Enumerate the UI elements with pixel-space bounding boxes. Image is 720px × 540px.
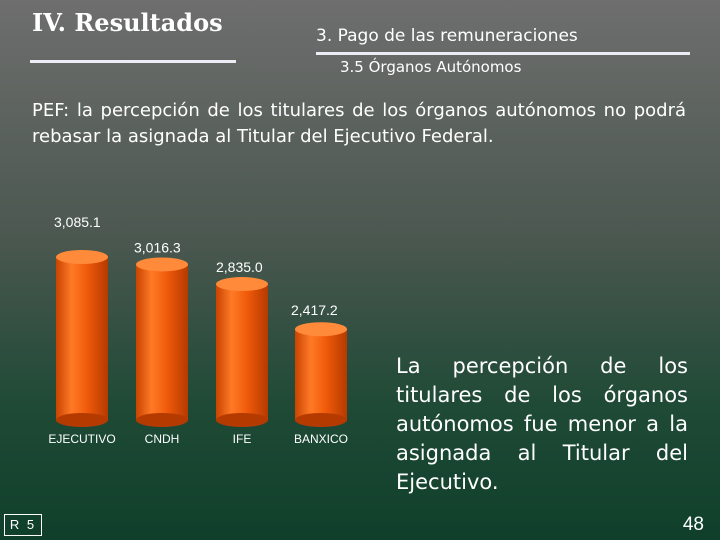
slide-title: IV. Resultados (32, 8, 223, 37)
bar-ejecutivo (56, 257, 108, 420)
section-subtitle: 3. Pago de las remuneraciones (316, 26, 578, 46)
bar-banxico (295, 329, 347, 420)
bar-base (216, 413, 268, 427)
intro-text: PEF: la percepción de los titulares de l… (32, 100, 686, 147)
subsection-subtitle: 3.5 Órganos Autónomos (340, 58, 522, 76)
category-label: IFE (233, 432, 252, 446)
conclusion-note: La percepción de los titulares de los ór… (396, 354, 688, 494)
category-label: BANXICO (294, 432, 348, 446)
page-number: 48 (682, 514, 704, 535)
value-label: 2,835.0 (216, 259, 263, 275)
value-label: 3,085.1 (54, 214, 101, 230)
bar-base (136, 413, 188, 427)
value-label: 2,417.2 (291, 302, 338, 318)
bar-top-cap (295, 322, 347, 337)
category-label: EJECUTIVO (48, 432, 115, 446)
slide-code-badge: R 5 (4, 514, 42, 536)
subtitle-divider (316, 52, 690, 55)
value-label: 3,016.3 (134, 239, 181, 255)
category-label: CNDH (145, 432, 180, 446)
title-underline (30, 60, 236, 63)
bar-ife (216, 284, 268, 420)
bar-top-cap (56, 250, 108, 264)
bar-top-cap (136, 257, 188, 272)
bar-cndh (136, 264, 188, 420)
bar-top-cap (216, 277, 268, 292)
bar-base (56, 413, 108, 427)
bar-base (295, 413, 347, 427)
